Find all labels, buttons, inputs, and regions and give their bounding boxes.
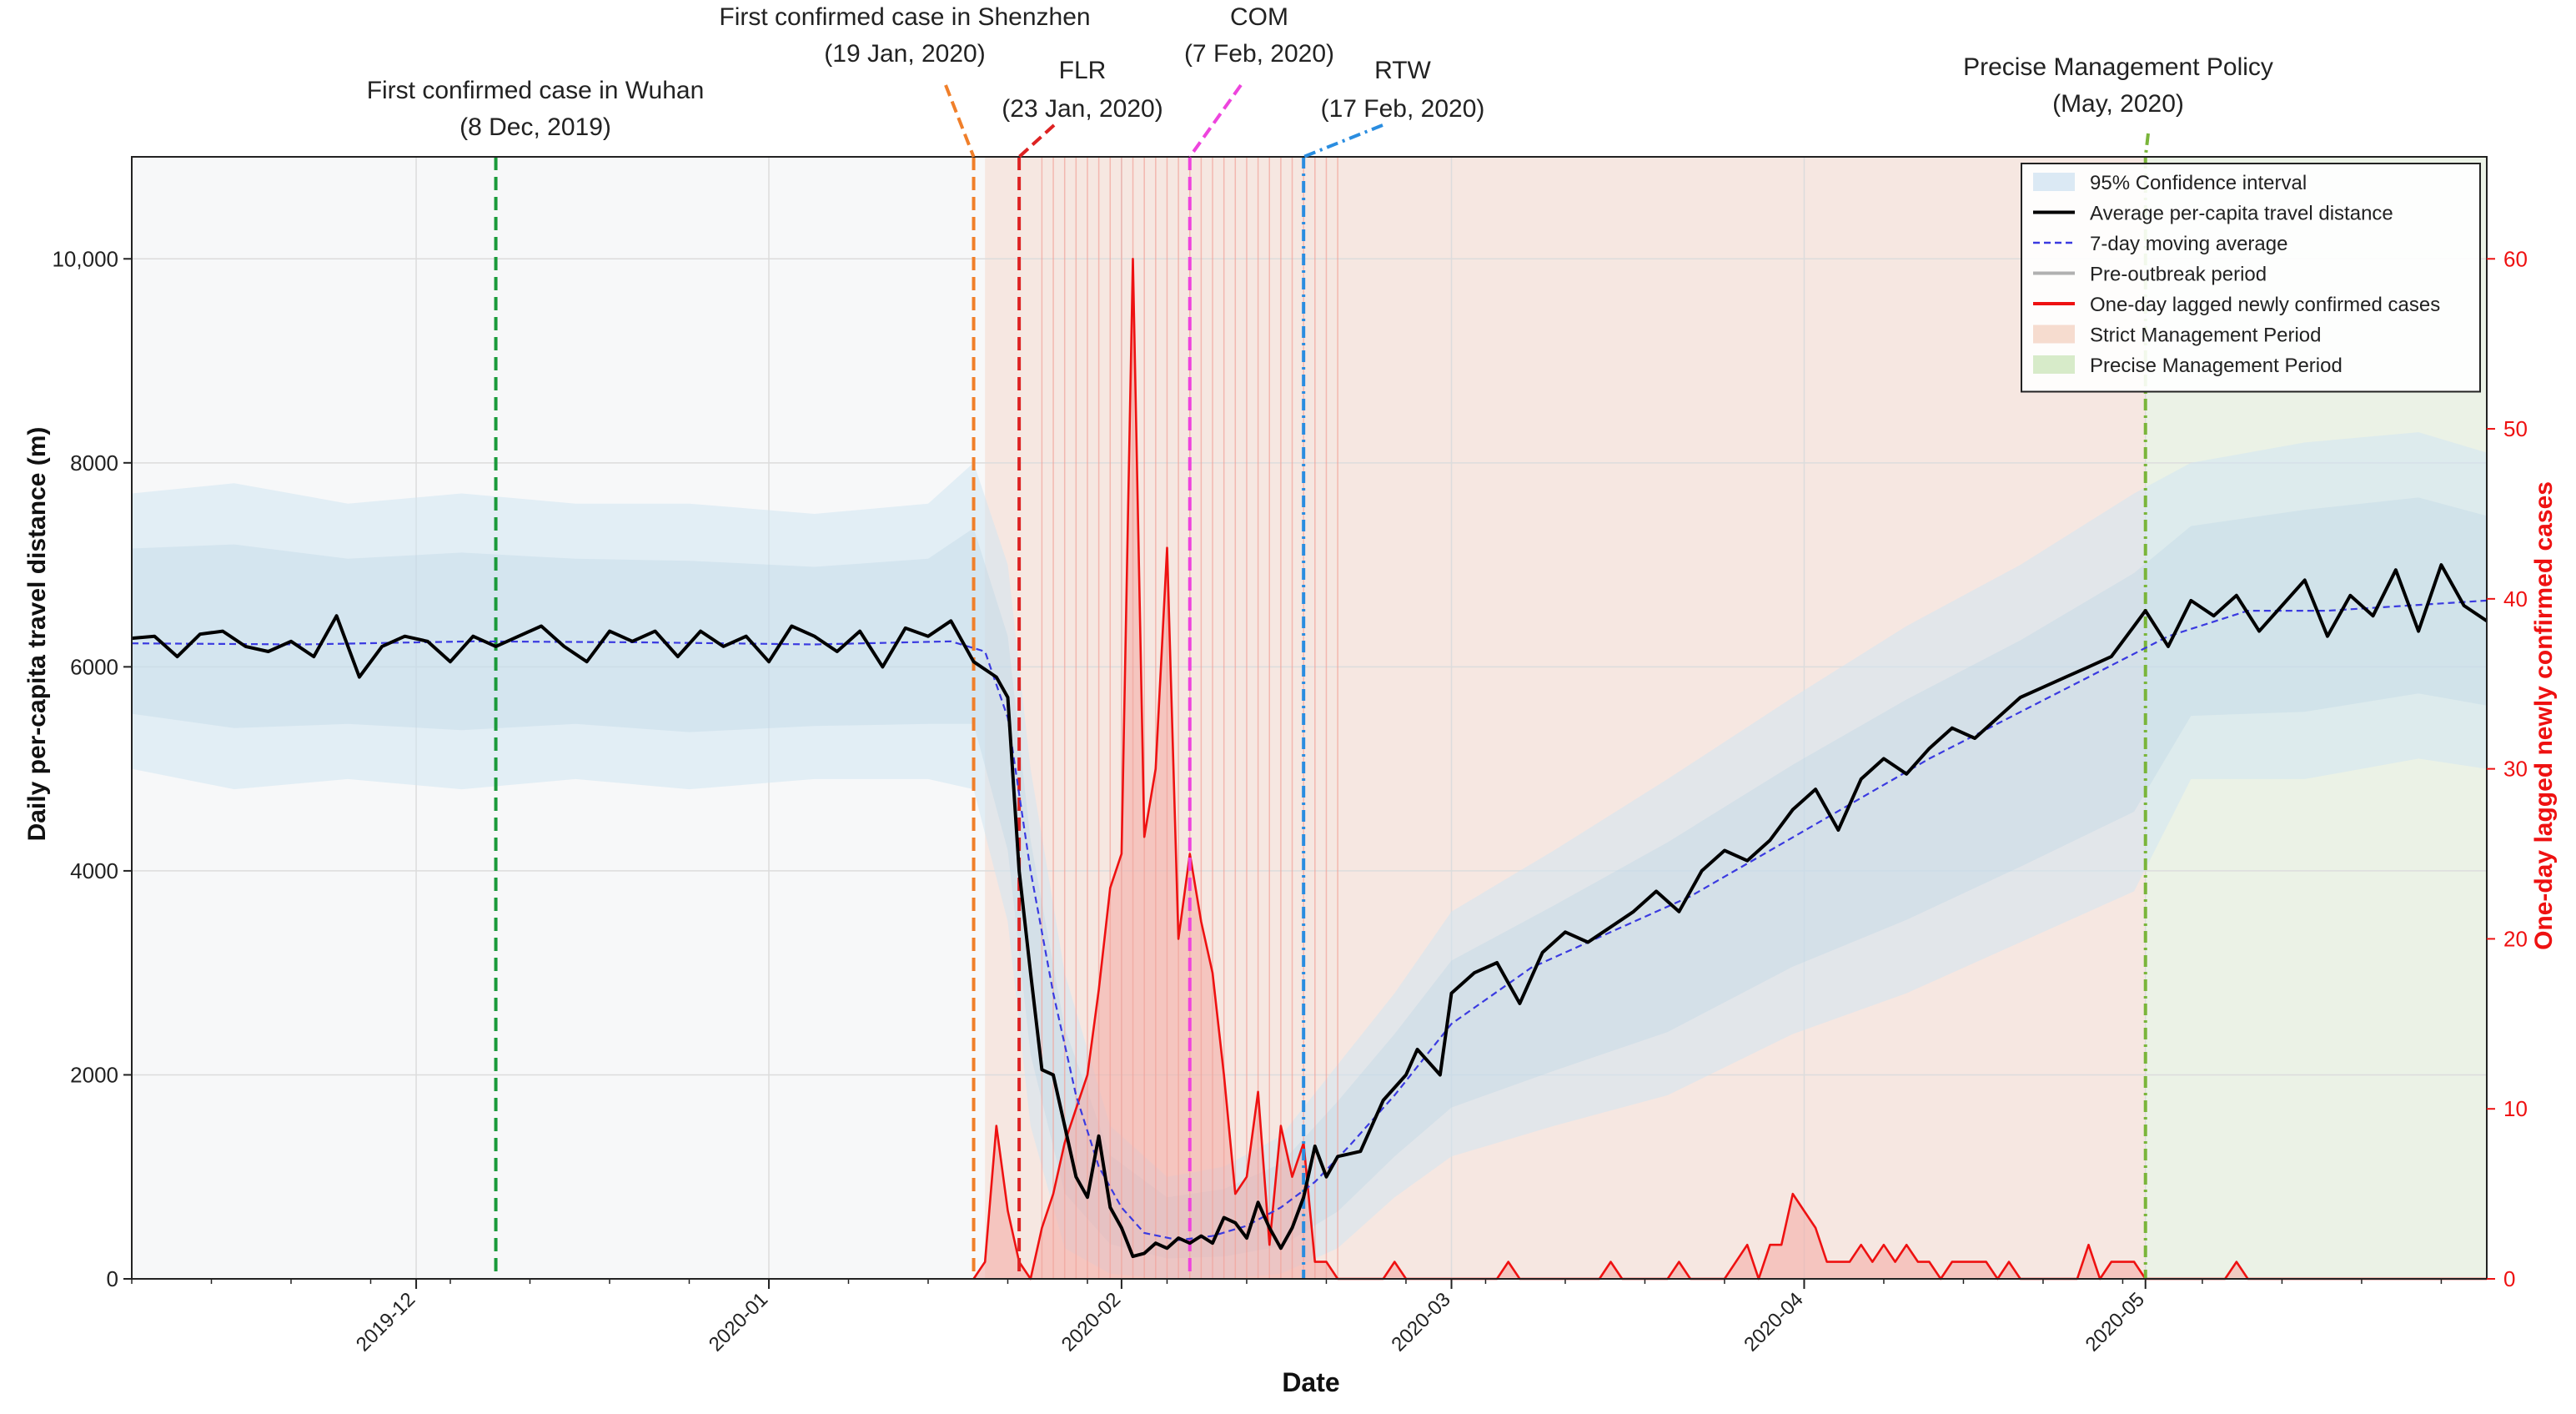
leader-line-flr: [1017, 123, 1056, 159]
annotation-date-wuhan: (8 Dec, 2019): [459, 113, 611, 141]
y-right-tick-label: 10: [2503, 1096, 2528, 1121]
leader-line-policy: [2143, 133, 2150, 158]
legend-label: One-day lagged newly confirmed cases: [2090, 294, 2440, 316]
y-left-tick-label: 2000: [70, 1062, 118, 1087]
annotation-date-policy: (May, 2020): [2052, 90, 2184, 118]
travel-distance-line: [131, 563, 2488, 1259]
series-lines-layer: [131, 563, 2488, 1259]
legend-swatch: [2033, 355, 2075, 374]
annotation-title-policy: Precise Management Policy: [1963, 53, 2273, 81]
legend-swatch: [2033, 173, 2075, 191]
annotation-date-rtw: (17 Feb, 2020): [1321, 95, 1485, 123]
annotation-title-shenzhen: First confirmed case in Shenzhen: [719, 3, 1090, 31]
legend-label: Strict Management Period: [2090, 325, 2321, 347]
annotation-date-com: (7 Feb, 2020): [1184, 40, 1334, 68]
y-left-tick-label: 6000: [70, 654, 118, 679]
leader-line-shenzhen: [944, 84, 976, 158]
x-tick-label: 2020-02: [1057, 1288, 1125, 1356]
annotation-title-com: COM: [1230, 3, 1288, 31]
y-left-tick-label: 4000: [70, 858, 118, 883]
legend-swatch: [2033, 325, 2075, 344]
y-left-tick-label: 10,000: [52, 246, 118, 271]
annotation-title-wuhan: First confirmed case in Wuhan: [367, 77, 705, 104]
x-tick-label: 2020-04: [1740, 1288, 1807, 1356]
annotation-title-rtw: RTW: [1374, 57, 1431, 84]
moving-average-line: [131, 599, 2488, 1241]
annotation-title-flr: FLR: [1059, 57, 1107, 84]
leader-line-com: [1188, 83, 1243, 159]
y-right-tick-label: 50: [2503, 416, 2528, 441]
axes-frame: [131, 156, 2488, 1280]
legend-label: Precise Management Period: [2090, 355, 2343, 377]
x-tick-label: 2020-03: [1387, 1288, 1454, 1356]
annotation-date-shenzhen: (19 Jan, 2020): [824, 40, 985, 68]
y-right-tick-label: 20: [2503, 926, 2528, 951]
y-right-tick-label: 30: [2503, 757, 2528, 782]
x-axis-label: Date: [1282, 1367, 1339, 1397]
y-right-tick-label: 0: [2503, 1266, 2515, 1291]
x-tick-label: 2020-01: [705, 1288, 772, 1356]
legend-box: [2021, 163, 2481, 393]
cases-line: [972, 258, 2487, 1281]
y-right-tick-label: 40: [2503, 586, 2528, 611]
cases-area: [973, 259, 2487, 1279]
y-axis-label-left: Daily per-capita travel distance (m): [23, 427, 51, 842]
legend-label: 7-day moving average: [2090, 233, 2287, 255]
y-left-tick-label: 8000: [70, 450, 118, 476]
annotation-labels-layer: First confirmed case in Wuhan (8 Dec, 201…: [367, 3, 2273, 159]
legend: 95% Confidence interval Average per-capit…: [2021, 163, 2481, 393]
legend-label: 95% Confidence interval: [2090, 172, 2307, 194]
cases-layer: [972, 157, 2487, 1281]
y-left-tick-label: 0: [107, 1266, 118, 1291]
legend-label: Pre-outbreak period: [2090, 264, 2267, 286]
x-tick-label: 2019-12: [352, 1288, 419, 1356]
y-right-tick-label: 60: [2503, 246, 2528, 271]
x-tick-label: 2020-05: [2081, 1288, 2149, 1356]
annotation-date-flr: (23 Jan, 2020): [1002, 95, 1162, 123]
leader-line-rtw: [1303, 123, 1383, 159]
y-axis-label-right: One-day lagged newly confirmed cases: [2530, 481, 2558, 950]
legend-label: Average per-capita travel distance: [2090, 203, 2393, 225]
confidence-band-inner: [132, 497, 2487, 1259]
